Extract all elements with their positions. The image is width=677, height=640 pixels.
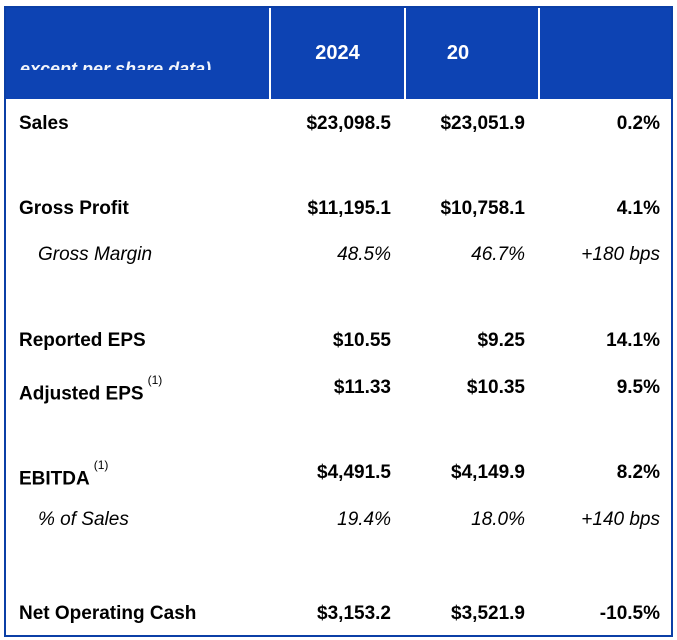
table-row-net-operating-cash: Net Operating Cash $3,153.2 $3,521.9 -10… — [6, 597, 671, 631]
value-prev-year: $3,521.9 — [451, 603, 525, 624]
value-prev-year: $9.25 — [477, 330, 525, 351]
value-prev-year: $10.35 — [466, 377, 525, 398]
value-prev-year: 46.7% — [471, 244, 525, 265]
table-row-gross-margin: Gross Margin 48.5% 46.7% +180 bps — [6, 238, 671, 272]
header-separator — [269, 8, 271, 99]
value-2024: $11,195.1 — [307, 198, 391, 219]
value-change: 0.2% — [616, 113, 660, 134]
value-2024: 19.4% — [337, 509, 391, 530]
row-label: Net Operating Cash — [19, 603, 197, 624]
header-col-2024: 2024 — [315, 42, 360, 64]
table-row-gross-profit: Gross Profit $11,195.1 $10,758.1 4.1% — [6, 192, 671, 226]
table-header: except per share data) 2024 20 — [6, 8, 671, 99]
table-row-sales: Sales $23,098.5 $23,051.9 0.2% — [6, 107, 671, 141]
value-change: +180 bps — [581, 244, 660, 265]
row-label: EBITDA(1) — [19, 458, 109, 490]
value-change: 9.5% — [616, 377, 660, 398]
value-2024: 48.5% — [337, 244, 391, 265]
value-change: 8.2% — [616, 462, 660, 483]
row-label: Sales — [19, 113, 69, 134]
value-prev-year: $4,149.9 — [451, 462, 525, 483]
footnote-marker: (1) — [93, 458, 109, 472]
header-units-label: except per share data) — [20, 59, 212, 70]
value-prev-year: $10,758.1 — [440, 198, 525, 219]
value-2024: $4,491.5 — [317, 462, 391, 483]
value-change: +140 bps — [581, 509, 660, 530]
value-2024: $10.55 — [332, 330, 391, 351]
value-change: 4.1% — [616, 198, 660, 219]
table-row-adjusted-eps: Adjusted EPS(1) $11.33 $10.35 9.5% — [6, 371, 671, 405]
header-col-prev-year: 20 — [446, 42, 470, 64]
value-2024: $23,098.5 — [306, 113, 391, 134]
value-change: 14.1% — [606, 330, 660, 351]
header-separator — [404, 8, 406, 99]
row-label: Adjusted EPS(1) — [19, 373, 163, 405]
row-label: Reported EPS — [19, 330, 146, 351]
table-row-ebitda: EBITDA(1) $4,491.5 $4,149.9 8.2% — [6, 456, 671, 490]
value-prev-year: 18.0% — [471, 509, 525, 530]
value-2024: $3,153.2 — [317, 603, 391, 624]
table-row-reported-eps: Reported EPS $10.55 $9.25 14.1% — [6, 324, 671, 358]
table-row-pct-of-sales: % of Sales 19.4% 18.0% +140 bps — [6, 503, 671, 537]
header-separator — [538, 8, 540, 99]
row-label: Gross Margin — [38, 244, 153, 265]
footnote-marker: (1) — [147, 373, 163, 387]
header-col-change — [540, 8, 671, 99]
row-label: Gross Profit — [19, 198, 129, 219]
row-label: % of Sales — [38, 509, 129, 530]
value-change: -10.5% — [599, 603, 660, 624]
value-prev-year: $23,051.9 — [440, 113, 525, 134]
value-2024: $11.33 — [333, 377, 391, 398]
financial-summary-table: except per share data) 2024 20 Sales $23… — [4, 6, 673, 637]
